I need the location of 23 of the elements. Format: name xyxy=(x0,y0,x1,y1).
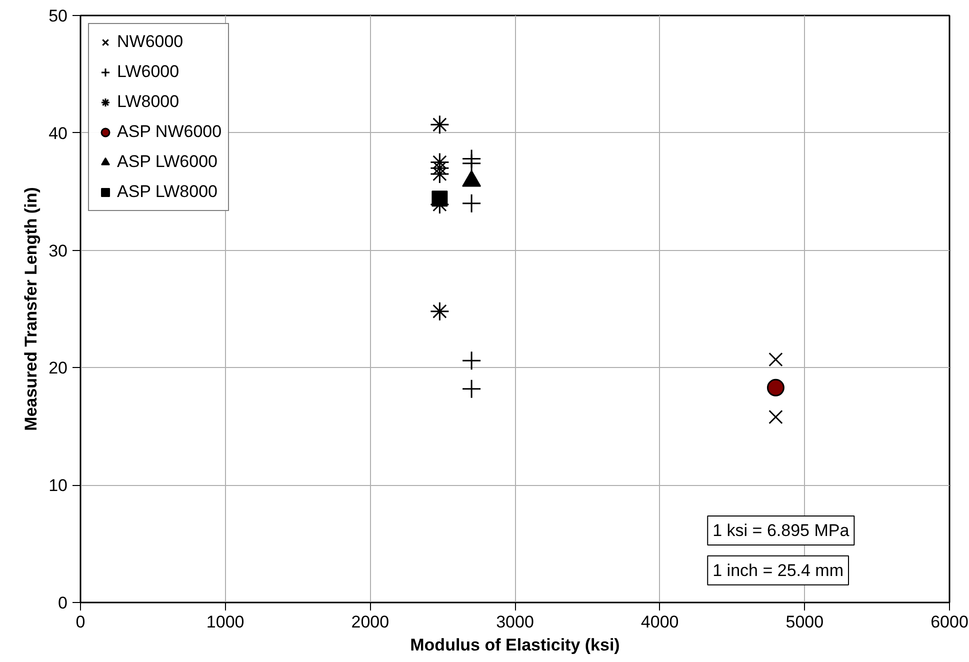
x-tick-label: 4000 xyxy=(640,612,679,632)
x-axis-title: Modulus of Elasticity (ksi) xyxy=(410,636,620,654)
legend-label: ASP LW6000 xyxy=(117,152,218,172)
legend-label: ASP NW6000 xyxy=(117,122,222,142)
y-tick-label: 0 xyxy=(58,594,68,612)
y-tick-label: 40 xyxy=(48,124,68,143)
legend-label: LW8000 xyxy=(117,92,180,112)
legend-label: ASP LW8000 xyxy=(117,182,218,202)
annotation: 1 ksi = 6.895 MPa xyxy=(712,520,850,540)
x-tick-label: 5000 xyxy=(786,612,824,632)
y-tick-label: 30 xyxy=(48,241,68,260)
x-tick-label: 3000 xyxy=(496,612,534,632)
y-axis-title: Measured Transfer Length (in) xyxy=(22,187,41,431)
x-tick-label: 0 xyxy=(76,612,86,632)
y-tick-label: 50 xyxy=(48,6,68,26)
y-tick-label: 10 xyxy=(48,476,68,496)
legend-label: LW6000 xyxy=(117,62,180,82)
x-tick-label: 1000 xyxy=(206,612,244,632)
y-tick-label: 20 xyxy=(48,358,68,378)
annotation: 1 inch = 25.4 mm xyxy=(712,560,844,580)
x-tick-label: 2000 xyxy=(351,612,390,632)
legend-label: NW6000 xyxy=(117,32,184,52)
x-tick-label: 6000 xyxy=(930,612,968,632)
